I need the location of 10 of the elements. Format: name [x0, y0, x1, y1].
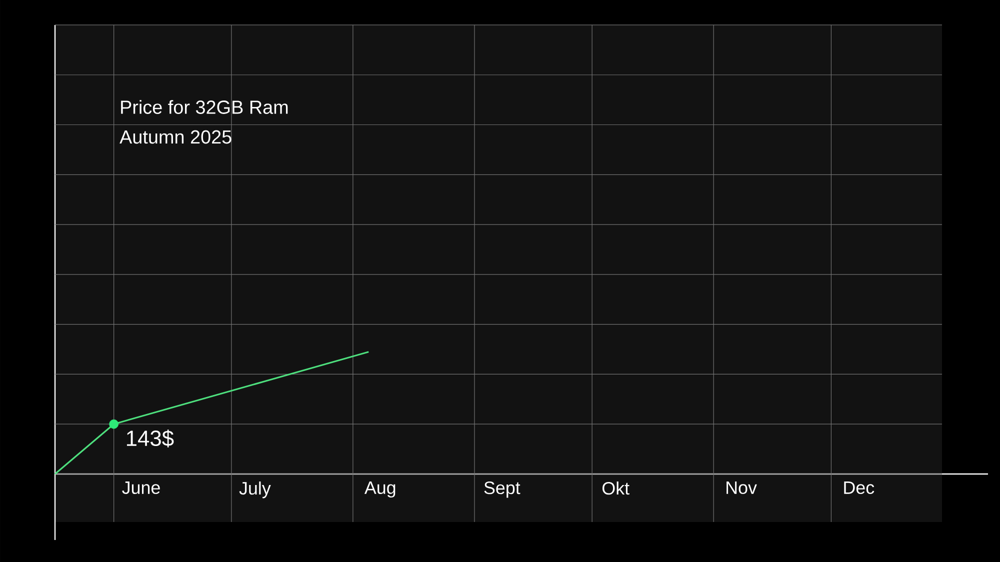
x-tick-label: Aug [364, 481, 396, 498]
x-tick-label: June [122, 481, 160, 494]
x-tick-label: Sept [484, 481, 520, 498]
x-tick-label: Okt [602, 481, 630, 495]
x-tick-label: Nov [726, 481, 757, 494]
x-tick-label: Dec [844, 481, 874, 494]
data-label: 143$ [126, 430, 174, 448]
text: Autumn 2025 [120, 130, 232, 144]
x-tick-label: July [239, 481, 271, 498]
text: Price for 32GB Ram [121, 100, 288, 114]
